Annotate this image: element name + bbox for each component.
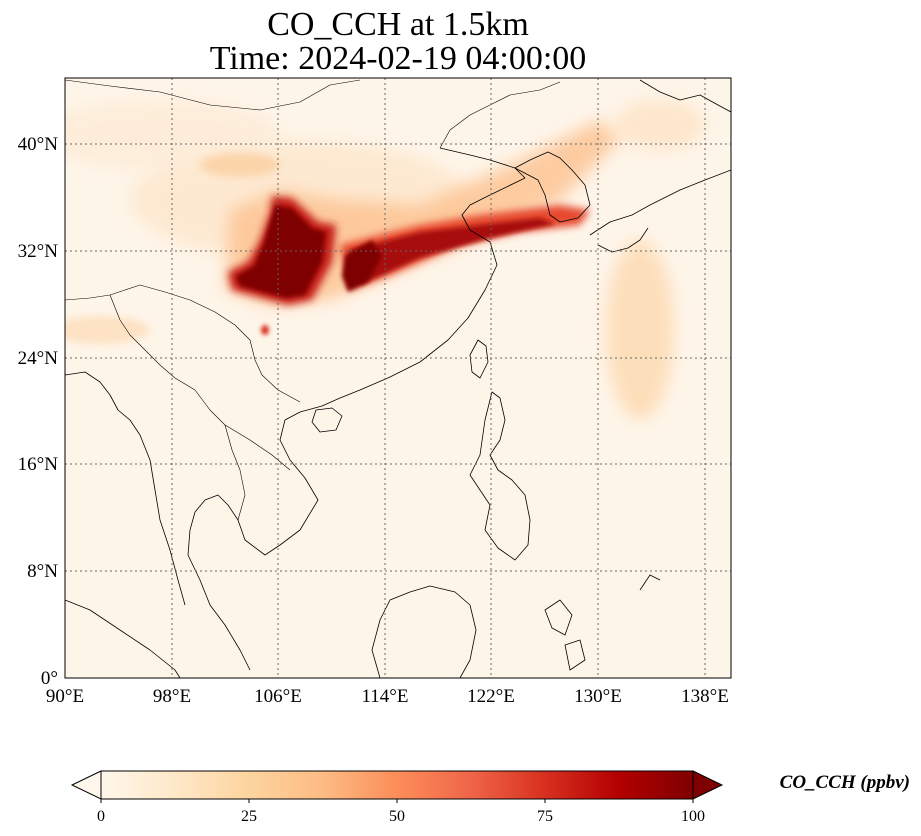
lon-tick-label: 138°E <box>681 686 729 707</box>
colorbar-tick-label: 100 <box>681 808 705 825</box>
lat-tick-label: 16°N <box>18 454 59 475</box>
lat-tick-labels: 0° 8°N 16°N 24°N 32°N 40°N <box>18 134 59 689</box>
colorbar-tick-label: 25 <box>241 808 257 825</box>
lon-tick-label: 114°E <box>362 686 409 707</box>
colorbar-extend-max <box>692 770 724 800</box>
map-frame <box>64 77 732 679</box>
gridlines <box>65 78 731 678</box>
colorbar-tick-label: 0 <box>97 808 105 825</box>
lon-tick-labels: 90°E 98°E 106°E 114°E 122°E 130°E 138°E <box>46 686 729 707</box>
lat-tick-label: 40°N <box>18 134 59 155</box>
lat-tick-label: 8°N <box>27 561 58 582</box>
lon-tick-label: 130°E <box>574 686 622 707</box>
plot-title-line2: Time: 2024-02-19 04:00:00 <box>209 40 587 77</box>
colorbar-tick-label: 50 <box>389 808 405 825</box>
colorbar: 0 25 50 75 100 CO_CCH (ppbv) <box>70 770 910 825</box>
plot-title-line1: CO_CCH at 1.5km <box>267 6 529 43</box>
lon-tick-label: 90°E <box>46 686 84 707</box>
colorbar-label: CO_CCH (ppbv) <box>780 772 910 793</box>
colorbar-tick-label: 75 <box>537 808 553 825</box>
colorbar-gradient <box>101 771 693 799</box>
map-panel <box>65 78 731 678</box>
lon-tick-label: 98°E <box>153 686 191 707</box>
lat-tick-label: 0° <box>41 668 58 689</box>
lon-tick-label: 122°E <box>467 686 515 707</box>
lat-tick-label: 24°N <box>18 348 59 369</box>
lon-tick-label: 106°E <box>254 686 302 707</box>
colorbar-extend-min <box>70 770 102 800</box>
lat-tick-label: 32°N <box>18 241 59 262</box>
